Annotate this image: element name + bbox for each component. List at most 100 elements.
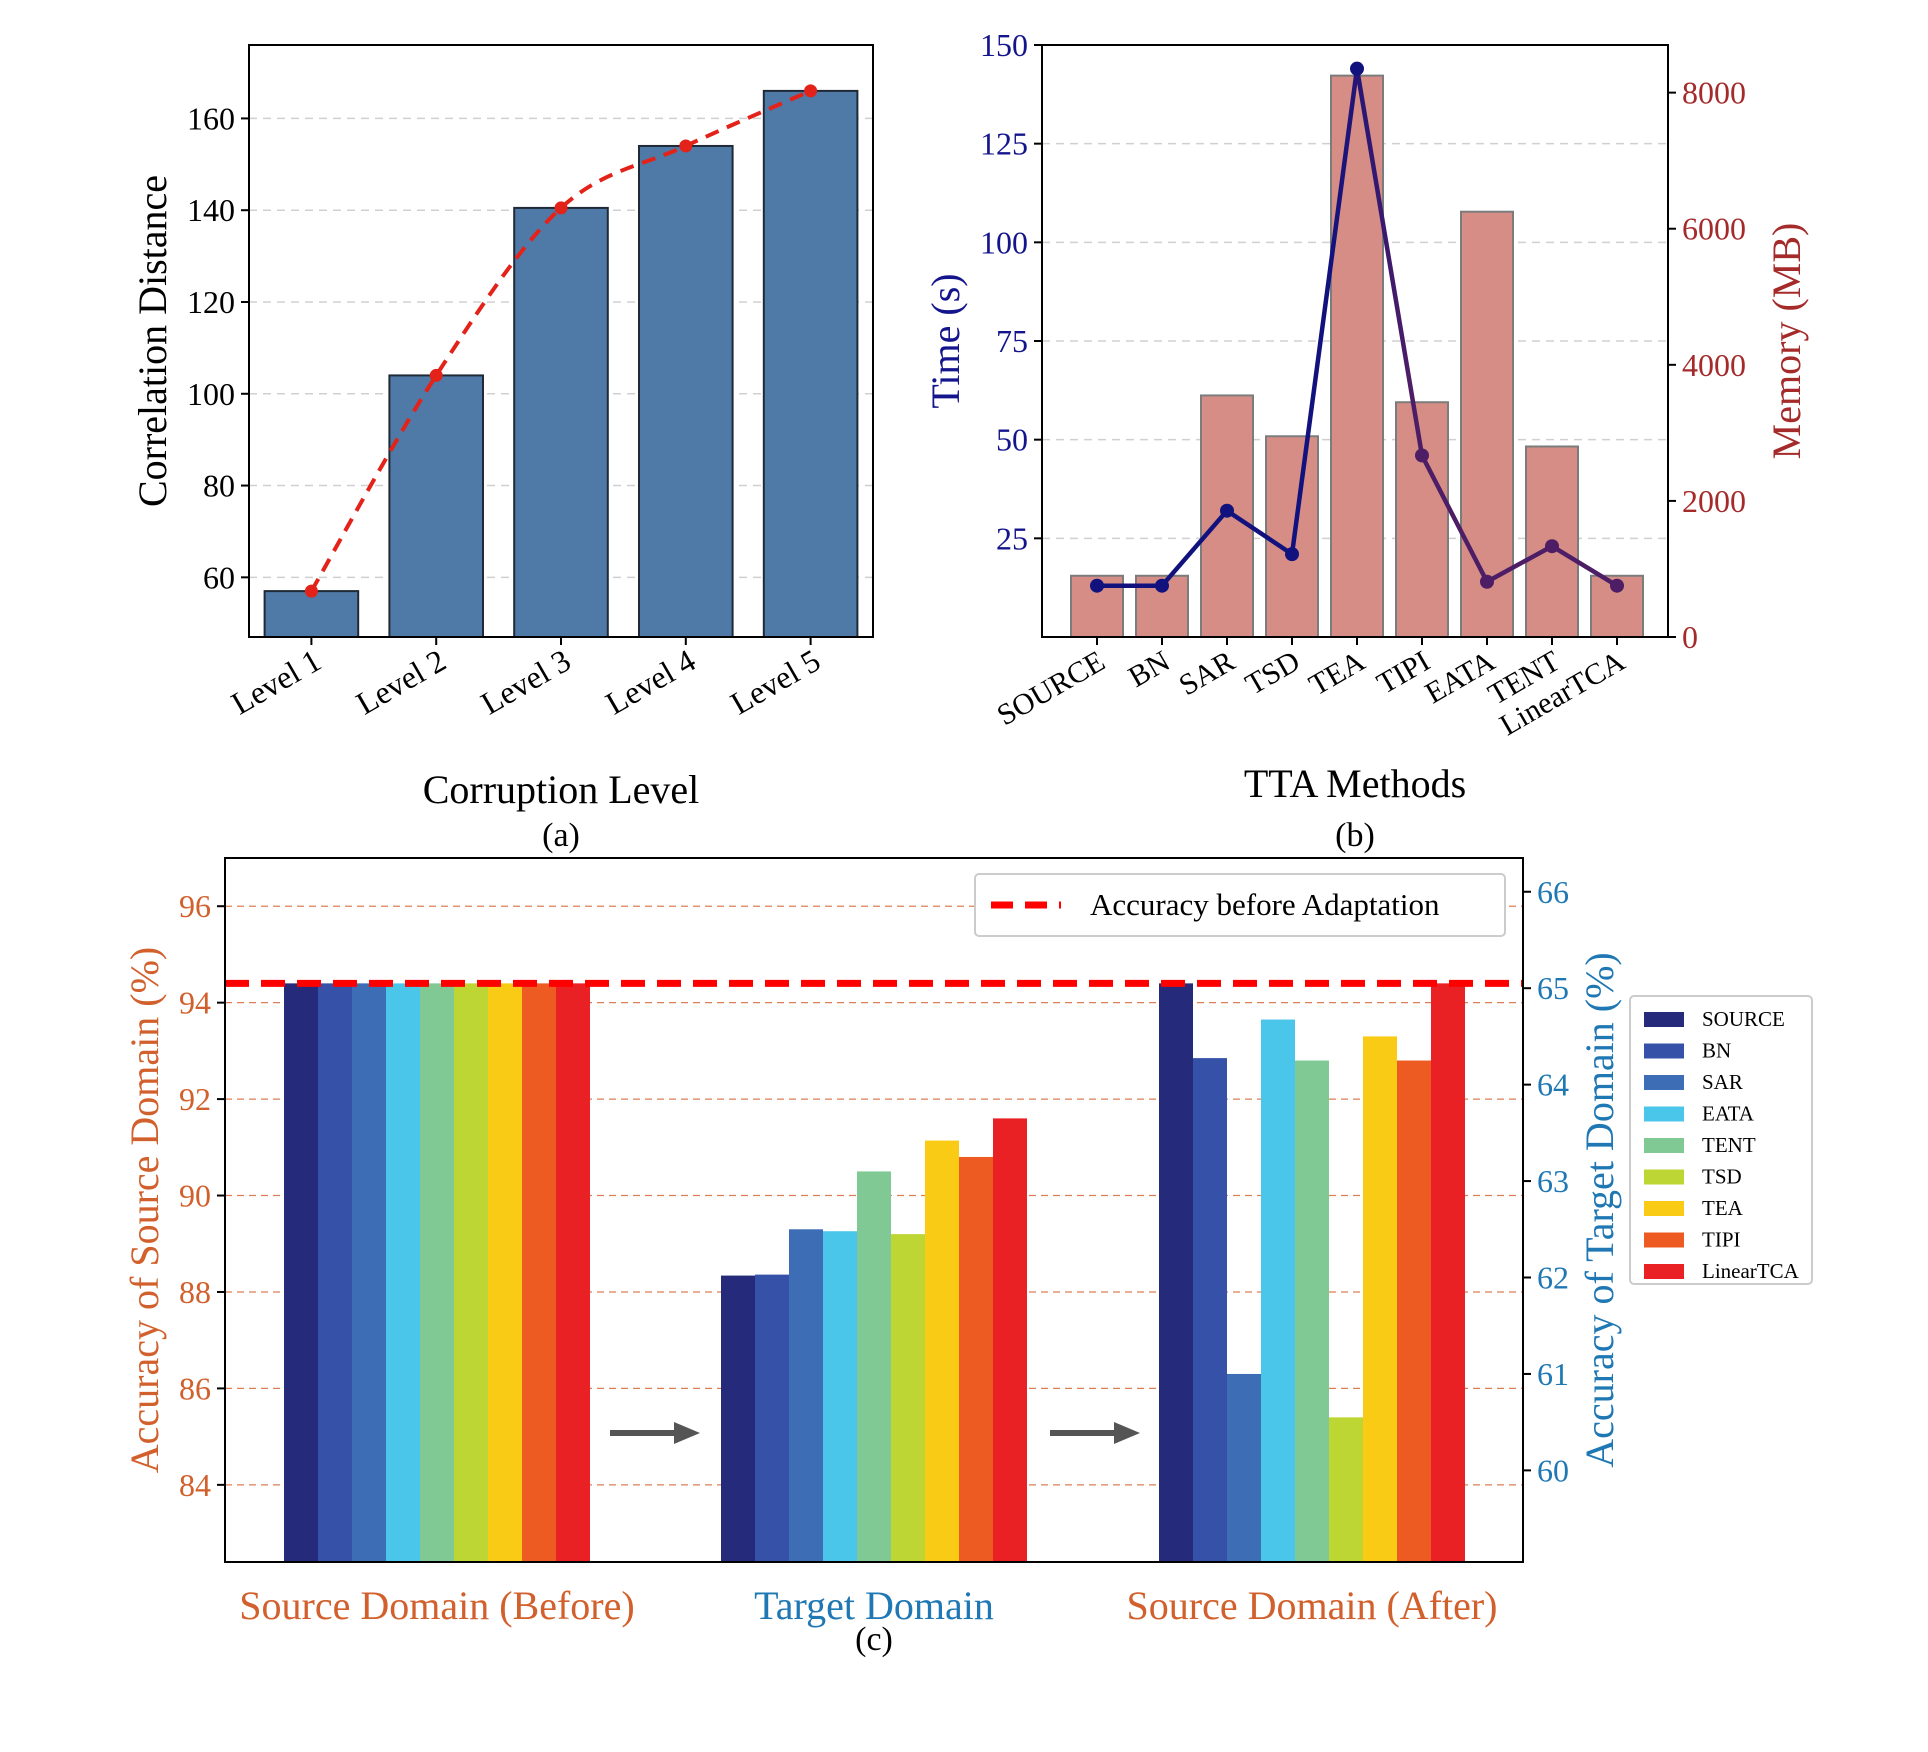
panel-b-ylabel-right: Memory (MB) xyxy=(1764,223,1809,460)
series-legend-swatch xyxy=(1644,1232,1684,1248)
series-legend-label: LinearTCA xyxy=(1702,1259,1800,1283)
panel-b-ytick-left-label: 25 xyxy=(996,520,1028,556)
panel-c-ytick-left-label: 90 xyxy=(179,1178,211,1214)
panel-c-ytick-right-label: 60 xyxy=(1537,1452,1569,1488)
panel-c-ytick-left-label: 88 xyxy=(179,1274,211,1310)
panel-a-ytick-label: 60 xyxy=(203,559,235,595)
panel-c-bar xyxy=(352,983,386,1562)
panel-b-ytick-right-label: 4000 xyxy=(1682,347,1746,383)
panel-a-trend-point xyxy=(554,201,568,215)
panel-b-ytick-right-label: 8000 xyxy=(1682,75,1746,111)
panel-c-ytick-right-label: 65 xyxy=(1537,970,1569,1006)
panel-a-xlabel: Corruption Level xyxy=(423,767,700,812)
panel-a-bar xyxy=(638,144,734,638)
series-legend-swatch xyxy=(1644,1012,1684,1027)
panel-b-ytick-left-label: 100 xyxy=(980,224,1028,260)
panel-c-bar xyxy=(1397,1060,1431,1562)
panel-b-ytick-left-label: 50 xyxy=(996,422,1028,458)
panel-a-ytick-label: 160 xyxy=(187,100,235,136)
panel-b-memory-bar xyxy=(1590,574,1644,638)
panel-b-time-point xyxy=(1545,539,1559,554)
panel-c-bar xyxy=(959,1156,993,1562)
panel-a-caption: (a) xyxy=(542,817,580,854)
series-legend-label: TEA xyxy=(1702,1196,1744,1220)
panel-c-ytick-left-label: 86 xyxy=(179,1370,211,1406)
panel-a-trend-point xyxy=(304,584,318,598)
panel-c: 84 86 88 90 92 94 96 60 61 62 63 64 65 66 Source Dom… xyxy=(122,857,1813,1658)
panel-a-bar xyxy=(513,206,609,638)
panel-c-ytick-right-label: 66 xyxy=(1537,874,1569,910)
series-legend-swatch xyxy=(1644,1075,1684,1090)
panel-c-bar xyxy=(284,983,318,1562)
panel-a-bar xyxy=(263,590,360,638)
panel-b-ytick-right-label: 6000 xyxy=(1682,211,1746,247)
series-legend-label: TENT xyxy=(1702,1133,1756,1157)
panel-b-memory-bar xyxy=(1330,74,1384,639)
series-legend-label: SOURCE xyxy=(1702,1007,1785,1031)
panel-c-ylabel-left: Accuracy of Source Domain (%) xyxy=(122,947,167,1473)
series-legend-label: BN xyxy=(1702,1039,1731,1063)
panel-c-ytick-right-label: 63 xyxy=(1537,1163,1569,1199)
panel-b-time-point xyxy=(1480,574,1494,589)
panel-c-bar xyxy=(721,1275,755,1562)
panel-a-ytick-label: 140 xyxy=(187,192,235,228)
reference-legend-label: Accuracy before Adaptation xyxy=(1090,887,1440,922)
series-legend-swatch xyxy=(1644,1043,1684,1059)
panel-c-ytick-right-label: 61 xyxy=(1537,1356,1569,1392)
panel-c-bar xyxy=(1295,1060,1329,1562)
panel-c-bar xyxy=(522,983,556,1562)
panel-a-trend-point xyxy=(429,368,443,382)
panel-b-time-point xyxy=(1610,578,1624,593)
panel-c-bar xyxy=(1261,1019,1295,1562)
panel-a-trend-line xyxy=(309,89,812,593)
series-legend-swatch xyxy=(1644,1264,1684,1279)
panel-a-ytick-label: 80 xyxy=(203,468,235,504)
panel-b-ytick-right-label: 0 xyxy=(1682,619,1698,655)
panel-c-bar xyxy=(1159,983,1193,1562)
series-legend-swatch xyxy=(1644,1106,1684,1122)
panel-c-xtick-label: Target Domain xyxy=(754,1583,994,1628)
panel-c-bar xyxy=(488,983,522,1562)
panel-a-trend-point xyxy=(804,84,818,98)
panel-c-ytick-left-label: 94 xyxy=(179,985,211,1021)
panel-c-bar xyxy=(1431,983,1465,1562)
panel-b-time-point xyxy=(1415,448,1429,463)
panel-c-bar xyxy=(454,983,488,1562)
panel-b-memory-bar xyxy=(1395,401,1449,639)
panel-c-xtick-label: Source Domain (Before) xyxy=(239,1583,634,1628)
series-legend-swatch xyxy=(1644,1169,1684,1185)
panel-b-time-point xyxy=(1220,503,1234,518)
panel-c-bar xyxy=(925,1140,959,1562)
panel-c-bar xyxy=(1193,1058,1227,1562)
series-legend: SOURCE BN SAR EATA TENT TSD TEA TIPI LinearTCA xyxy=(1629,995,1813,1285)
series-legend-label: SAR xyxy=(1702,1070,1743,1094)
panel-c-bar xyxy=(823,1231,857,1562)
series-legend-swatch xyxy=(1644,1138,1684,1153)
panel-b-time-point xyxy=(1350,61,1364,76)
panel-c-bar xyxy=(993,1118,1027,1562)
panel-c-bar xyxy=(318,983,352,1562)
panel-c-bar xyxy=(1363,1036,1397,1562)
panel-c-ytick-right-label: 64 xyxy=(1537,1067,1569,1103)
panel-b-xlabel: TTA Methods xyxy=(1244,761,1466,806)
panel-c-bar xyxy=(420,983,454,1562)
series-legend-label: TIPI xyxy=(1702,1228,1741,1252)
panel-c-ytick-left-label: 92 xyxy=(179,1081,211,1117)
panel-c-ytick-right-label: 62 xyxy=(1537,1260,1569,1296)
panel-c-bar xyxy=(857,1171,891,1562)
panel-b-ytick-left-label: 75 xyxy=(996,323,1028,359)
panel-a-ylabel: Correlation Distance xyxy=(130,175,175,507)
panel-c-bar xyxy=(386,983,420,1562)
series-legend-label: TSD xyxy=(1702,1165,1742,1189)
panel-c-bar xyxy=(1329,1417,1363,1562)
panel-c-arrow-head xyxy=(674,1422,700,1444)
panel-b-time-point xyxy=(1090,578,1104,593)
panel-b-ytick-left-label: 125 xyxy=(980,126,1028,162)
panel-a-ytick-label: 120 xyxy=(187,284,235,320)
panel-c-caption: (c) xyxy=(855,1621,893,1658)
panel-b-memory-bar xyxy=(1460,210,1514,638)
panel-b-ylabel-left: Time (s) xyxy=(923,273,968,408)
